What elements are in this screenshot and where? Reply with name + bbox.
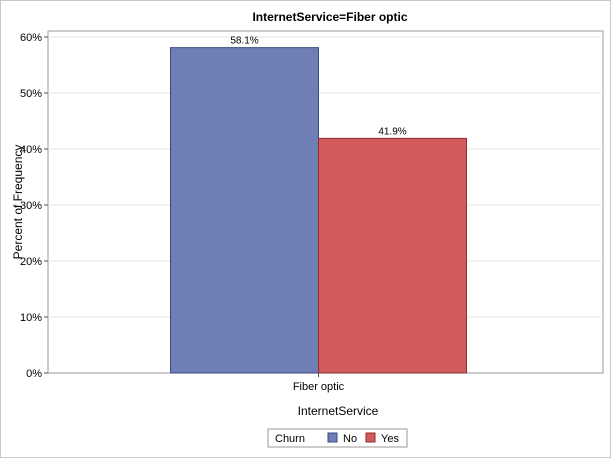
legend-label-yes: Yes (381, 433, 399, 445)
y-tick-label: 20% (20, 256, 42, 268)
y-axis-title: Percent of Frequency (11, 145, 25, 260)
bar-no (170, 47, 319, 374)
data-label-yes: 41.9% (378, 126, 406, 137)
y-tick-label: 60% (20, 32, 42, 44)
legend-title: Churn (275, 433, 305, 445)
data-label-no: 58.1% (230, 36, 258, 47)
x-axis-ticks: Fiber optic (293, 373, 345, 393)
bars (170, 47, 467, 374)
legend-items: No Yes (327, 432, 399, 445)
y-axis-ticks: 0% 10% 20% 30% 40% 50% 60% (20, 32, 48, 380)
data-labels: 58.1% 41.9% (230, 36, 406, 138)
y-tick-label: 40% (20, 144, 42, 156)
legend-swatch-yes (365, 432, 376, 443)
x-axis-title: InternetService (298, 404, 379, 418)
y-tick-label: 0% (26, 368, 42, 380)
y-tick-label: 30% (20, 200, 42, 212)
y-tick-label: 50% (20, 88, 42, 100)
y-tick-label: 10% (20, 312, 42, 324)
legend-label-no: No (343, 433, 357, 445)
legend-swatch-no (327, 432, 338, 443)
chart-title: InternetService=Fiber optic (252, 10, 407, 24)
x-tick-label: Fiber optic (293, 381, 345, 393)
legend: Churn No Yes (267, 428, 408, 448)
bar-yes (318, 137, 467, 374)
